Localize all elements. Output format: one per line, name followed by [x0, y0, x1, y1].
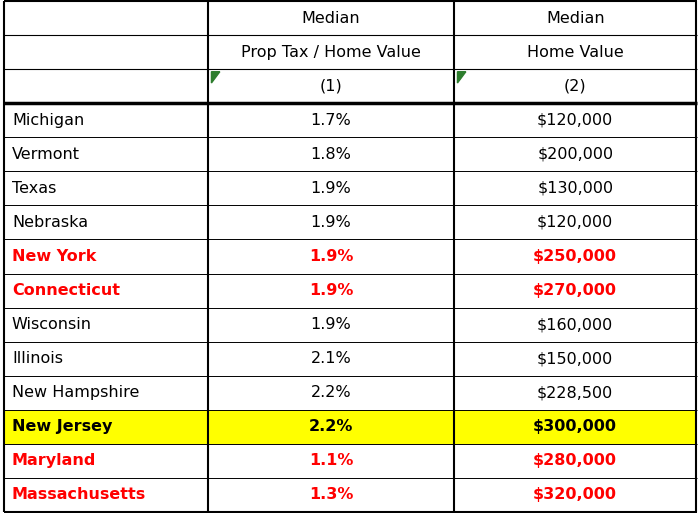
Text: $120,000: $120,000 [537, 215, 613, 230]
Text: Prop Tax / Home Value: Prop Tax / Home Value [241, 45, 421, 60]
Text: Texas: Texas [12, 181, 56, 196]
Text: 2.2%: 2.2% [309, 419, 353, 435]
Text: Home Value: Home Value [527, 45, 624, 60]
Bar [4, 410, 208, 444]
Bar [454, 137, 696, 171]
Text: Maryland: Maryland [12, 453, 97, 468]
Bar [454, 103, 696, 137]
Bar [454, 35, 696, 69]
Text: $270,000: $270,000 [533, 283, 617, 298]
Bar [4, 410, 208, 444]
Text: 1.3%: 1.3% [309, 487, 353, 502]
Bar [4, 171, 208, 205]
Text: Connecticut: Connecticut [12, 283, 120, 298]
Bar [454, 273, 696, 308]
Bar [4, 35, 208, 69]
Text: 1.1%: 1.1% [309, 453, 353, 468]
Bar [4, 308, 208, 342]
Bar [454, 444, 696, 478]
Text: 1.9%: 1.9% [311, 181, 351, 196]
Text: $200,000: $200,000 [537, 147, 613, 162]
Text: Wisconsin: Wisconsin [12, 317, 92, 332]
Bar [208, 308, 454, 342]
Text: (2): (2) [564, 78, 587, 94]
Bar [4, 69, 208, 103]
Text: Vermont: Vermont [12, 147, 80, 162]
Bar [208, 240, 454, 273]
Text: 1.9%: 1.9% [309, 249, 353, 264]
Text: Nebraska: Nebraska [12, 215, 88, 230]
Bar [208, 205, 454, 240]
Text: Illinois: Illinois [12, 351, 63, 366]
Bar [208, 376, 454, 410]
Text: $320,000: $320,000 [533, 487, 617, 502]
Bar [4, 240, 208, 273]
Bar [454, 240, 696, 273]
Bar [208, 35, 454, 69]
Text: $130,000: $130,000 [537, 181, 613, 196]
Text: 1.9%: 1.9% [309, 283, 353, 298]
Bar [454, 69, 696, 103]
Text: $250,000: $250,000 [533, 249, 617, 264]
Text: New York: New York [12, 249, 97, 264]
Bar [4, 137, 208, 171]
Text: Median: Median [546, 11, 605, 26]
Bar [4, 478, 208, 512]
Text: (1): (1) [320, 78, 342, 94]
Bar [208, 342, 454, 376]
Text: New Hampshire: New Hampshire [12, 385, 139, 400]
Bar [4, 273, 208, 308]
Bar [454, 376, 696, 410]
Bar [454, 342, 696, 376]
Bar [208, 137, 454, 171]
Bar [208, 69, 454, 103]
Text: $160,000: $160,000 [537, 317, 613, 332]
Text: $120,000: $120,000 [537, 113, 613, 128]
Bar [454, 410, 696, 444]
Bar [208, 103, 454, 137]
Polygon shape [211, 72, 220, 83]
Text: $150,000: $150,000 [537, 351, 613, 366]
Bar [454, 410, 696, 444]
Bar [208, 444, 454, 478]
Bar [4, 1, 208, 35]
Bar [208, 410, 454, 444]
Text: 1.7%: 1.7% [311, 113, 351, 128]
Bar [208, 1, 454, 35]
Text: 2.1%: 2.1% [311, 351, 351, 366]
Text: $280,000: $280,000 [533, 453, 617, 468]
Text: 2.2%: 2.2% [311, 385, 351, 400]
Polygon shape [458, 72, 466, 83]
Text: $228,500: $228,500 [537, 385, 613, 400]
Bar [208, 478, 454, 512]
Bar [4, 103, 208, 137]
Bar [4, 376, 208, 410]
Bar [208, 410, 454, 444]
Text: Massachusetts: Massachusetts [12, 487, 146, 502]
Text: $300,000: $300,000 [533, 419, 617, 435]
Bar [4, 444, 208, 478]
Bar [4, 342, 208, 376]
Bar [454, 478, 696, 512]
Bar [454, 171, 696, 205]
Text: New Jersey: New Jersey [12, 419, 112, 435]
Text: 1.8%: 1.8% [311, 147, 351, 162]
Bar [208, 171, 454, 205]
Text: Median: Median [302, 11, 360, 26]
Bar [208, 273, 454, 308]
Text: 1.9%: 1.9% [311, 215, 351, 230]
Text: Michigan: Michigan [12, 113, 84, 128]
Bar [4, 205, 208, 240]
Bar [454, 308, 696, 342]
Bar [454, 1, 696, 35]
Bar [454, 205, 696, 240]
Text: 1.9%: 1.9% [311, 317, 351, 332]
